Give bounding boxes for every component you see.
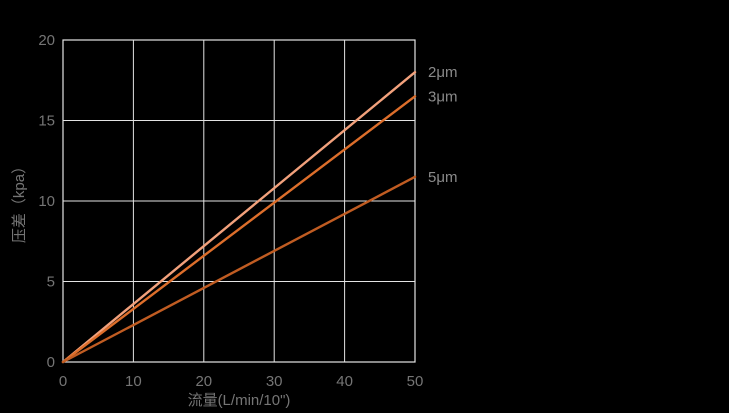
x-tick-label-10: 10 xyxy=(125,373,142,390)
x-tick-label-20: 20 xyxy=(195,373,212,390)
y-tick-label-20: 20 xyxy=(38,32,55,49)
y-axis-label: 压差（kpa） xyxy=(11,159,28,243)
x-tick-label-0: 0 xyxy=(59,373,67,390)
series-label-0: 2μm xyxy=(428,64,457,81)
y-tick-label-15: 15 xyxy=(38,113,55,130)
x-tick-label-50: 50 xyxy=(407,373,424,390)
y-tick-label-0: 0 xyxy=(47,354,55,371)
y-tick-label-5: 5 xyxy=(47,274,55,291)
x-tick-label-40: 40 xyxy=(336,373,353,390)
x-tick-label-30: 30 xyxy=(266,373,283,390)
series-line-1 xyxy=(61,95,417,364)
series-line-2 xyxy=(61,175,417,364)
x-axis-label: 流量(L/min/10") xyxy=(188,392,291,409)
plot-border xyxy=(62,39,416,363)
y-tick-label-10: 10 xyxy=(38,193,55,210)
series-line-0 xyxy=(61,70,417,364)
series-label-1: 3μm xyxy=(428,88,457,105)
series-label-2: 5μm xyxy=(428,169,457,186)
